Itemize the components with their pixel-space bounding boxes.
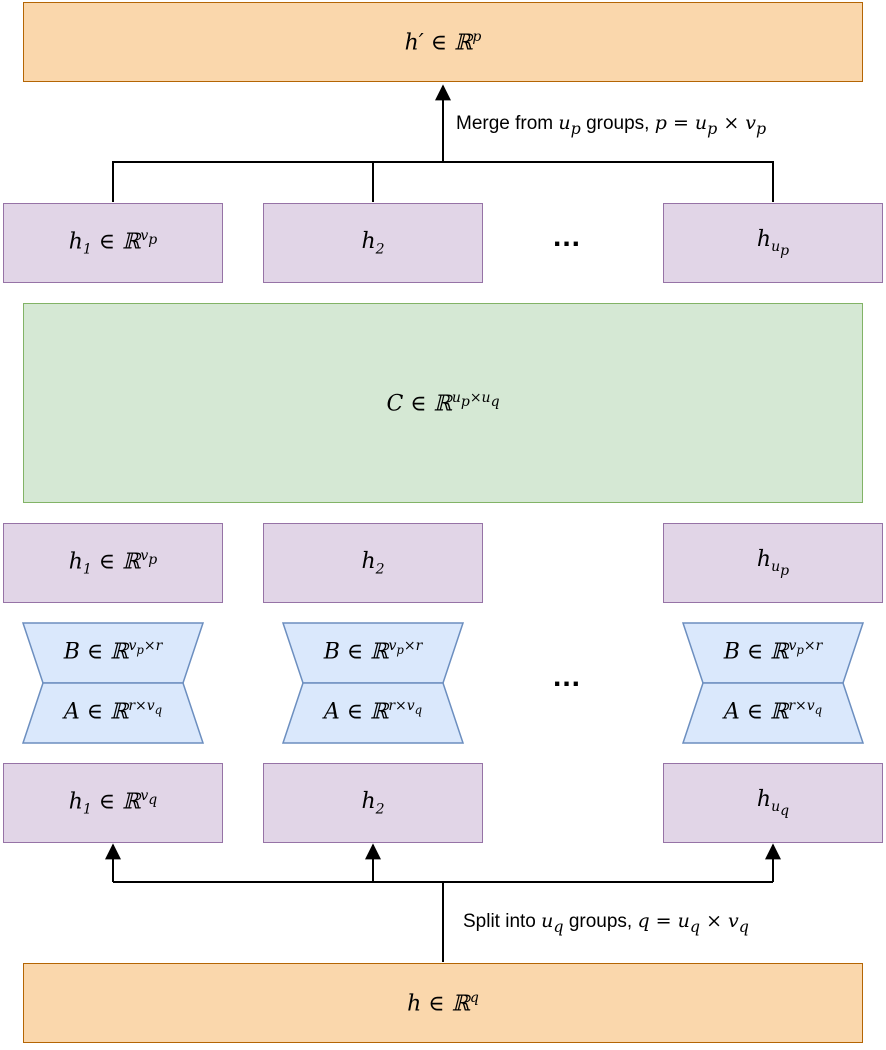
output-label: h′ ∈ ℝp xyxy=(404,28,482,56)
merge-connector xyxy=(112,161,774,202)
input-box: h ∈ ℝq xyxy=(23,963,863,1043)
lora-ellipsis: ... xyxy=(553,660,582,693)
lora-a-label-3: A ∈ ℝr×vq xyxy=(723,698,823,725)
output-box: h′ ∈ ℝp xyxy=(23,2,863,82)
merge-label: Merge from up groups, p = up × vp xyxy=(456,112,767,138)
core-matrix-box: C ∈ ℝup×uq xyxy=(23,303,863,503)
middle-group-n: hup xyxy=(663,523,883,603)
lora-a-shape xyxy=(281,682,465,744)
lora-adapter-3 xyxy=(681,622,865,744)
lower-group-n: huq xyxy=(663,763,883,843)
lora-a-shape xyxy=(681,682,865,744)
lower-group-1: h1 ∈ ℝvq xyxy=(3,763,223,843)
upper-ellipsis: ... xyxy=(553,220,582,253)
split-label: Split into uq groups, q = uq × vq xyxy=(463,910,749,936)
lora-a-label-1: A ∈ ℝr×vq xyxy=(63,698,163,725)
upper-group-2: h2 xyxy=(263,203,483,283)
lora-b-label-1: B ∈ ℝvp×r xyxy=(63,638,163,665)
upper-group-n: hup xyxy=(663,203,883,283)
lora-adapter-1 xyxy=(21,622,205,744)
lora-a-label-2: A ∈ ℝr×vq xyxy=(323,698,423,725)
lora-b-label-3: B ∈ ℝvp×r xyxy=(723,638,823,665)
input-label: h ∈ ℝq xyxy=(407,989,479,1017)
middle-group-2: h2 xyxy=(263,523,483,603)
lora-b-label-2: B ∈ ℝvp×r xyxy=(323,638,423,665)
lower-group-2: h2 xyxy=(263,763,483,843)
lora-adapter-2 xyxy=(281,622,465,744)
middle-group-1: h1 ∈ ℝvp xyxy=(3,523,223,603)
lora-a-shape xyxy=(21,682,205,744)
upper-group-1: h1 ∈ ℝvp xyxy=(3,203,223,283)
